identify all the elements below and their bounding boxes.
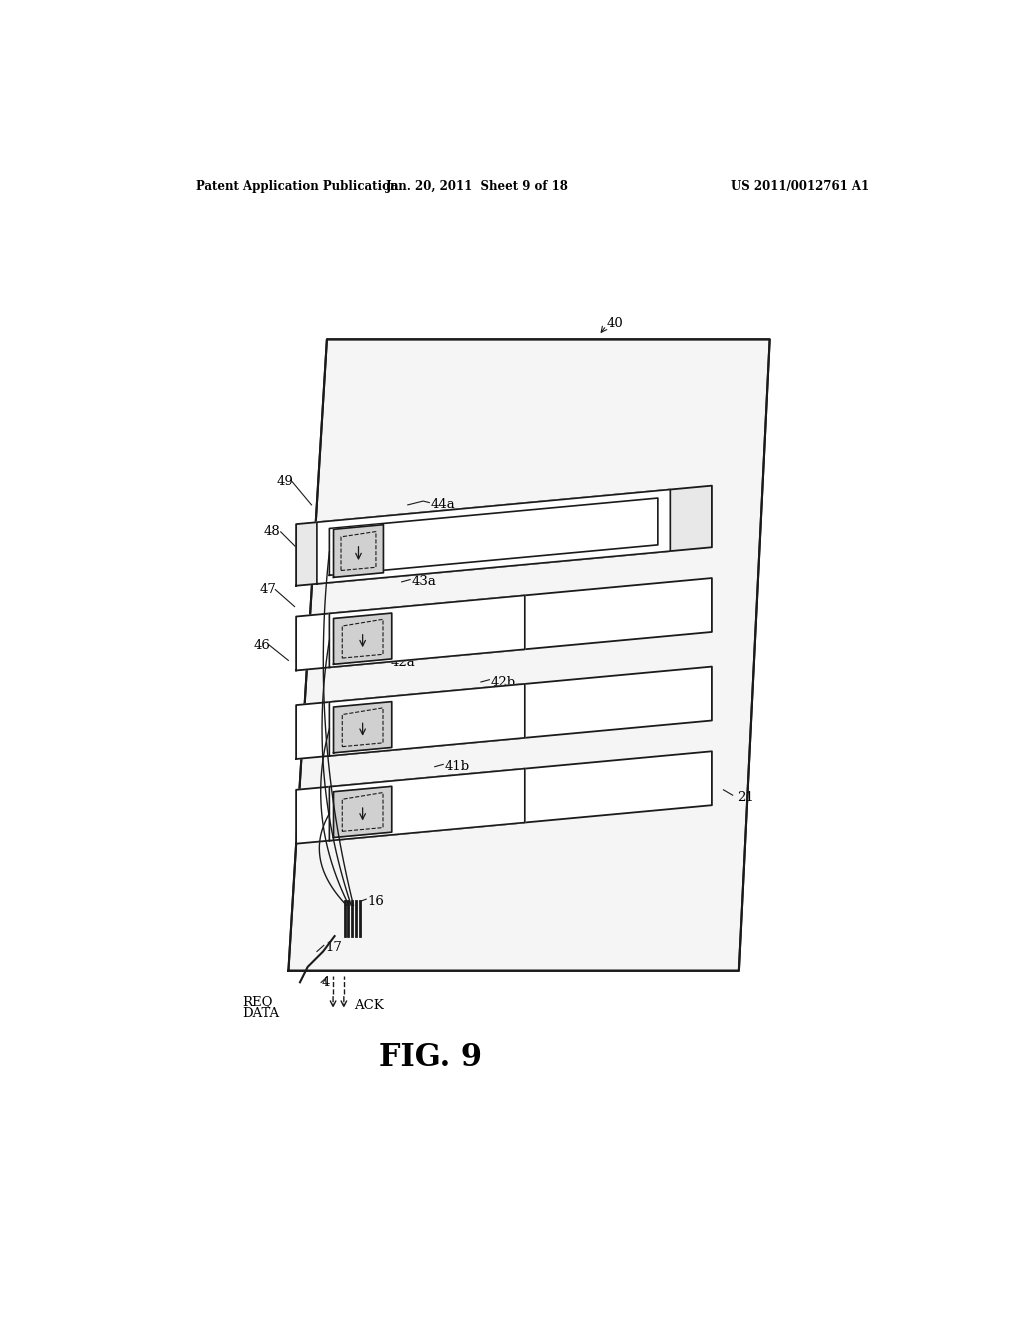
Text: 16: 16 [368, 895, 385, 908]
Polygon shape [296, 667, 712, 759]
Text: 17: 17 [326, 941, 342, 954]
Text: 4: 4 [322, 975, 330, 989]
Text: ACK: ACK [354, 999, 384, 1012]
Text: 43c: 43c [506, 619, 530, 632]
Text: Jan. 20, 2011  Sheet 9 of 18: Jan. 20, 2011 Sheet 9 of 18 [386, 181, 568, 194]
Text: 44b: 44b [575, 521, 601, 535]
Polygon shape [330, 684, 524, 756]
Polygon shape [334, 702, 392, 752]
Text: US 2011/0012761 A1: US 2011/0012761 A1 [731, 181, 869, 194]
Text: 43: 43 [645, 583, 662, 597]
Text: DATA: DATA [243, 1007, 280, 1019]
Text: 44a: 44a [431, 499, 456, 511]
Text: 43b: 43b [521, 594, 547, 607]
Text: 21: 21 [737, 791, 754, 804]
Polygon shape [296, 578, 712, 671]
Polygon shape [334, 612, 392, 664]
Polygon shape [296, 486, 712, 586]
Text: 41b: 41b [444, 760, 470, 774]
Text: 44: 44 [685, 499, 701, 511]
Text: 48: 48 [264, 525, 281, 539]
Text: REQ: REQ [243, 995, 272, 1008]
Polygon shape [334, 524, 383, 577]
Polygon shape [330, 768, 524, 841]
Polygon shape [296, 751, 712, 843]
Polygon shape [334, 787, 392, 838]
Text: 42c: 42c [473, 700, 498, 713]
Text: 46: 46 [254, 639, 270, 652]
Polygon shape [316, 490, 671, 583]
Text: 42a: 42a [391, 656, 416, 669]
Text: Patent Application Publication: Patent Application Publication [196, 181, 398, 194]
Text: 41c: 41c [427, 785, 452, 797]
Text: 42b: 42b [490, 676, 516, 689]
Text: 43a: 43a [412, 576, 436, 589]
Text: 42: 42 [600, 676, 617, 689]
Polygon shape [289, 339, 770, 970]
Text: 49: 49 [276, 475, 294, 488]
Text: FIG. 9: FIG. 9 [379, 1043, 482, 1073]
Text: 41: 41 [553, 768, 569, 781]
Text: 47: 47 [260, 583, 276, 597]
Text: 41a: 41a [357, 741, 382, 754]
Polygon shape [330, 595, 524, 668]
Text: 40: 40 [606, 317, 624, 330]
Text: 44c: 44c [560, 546, 585, 560]
